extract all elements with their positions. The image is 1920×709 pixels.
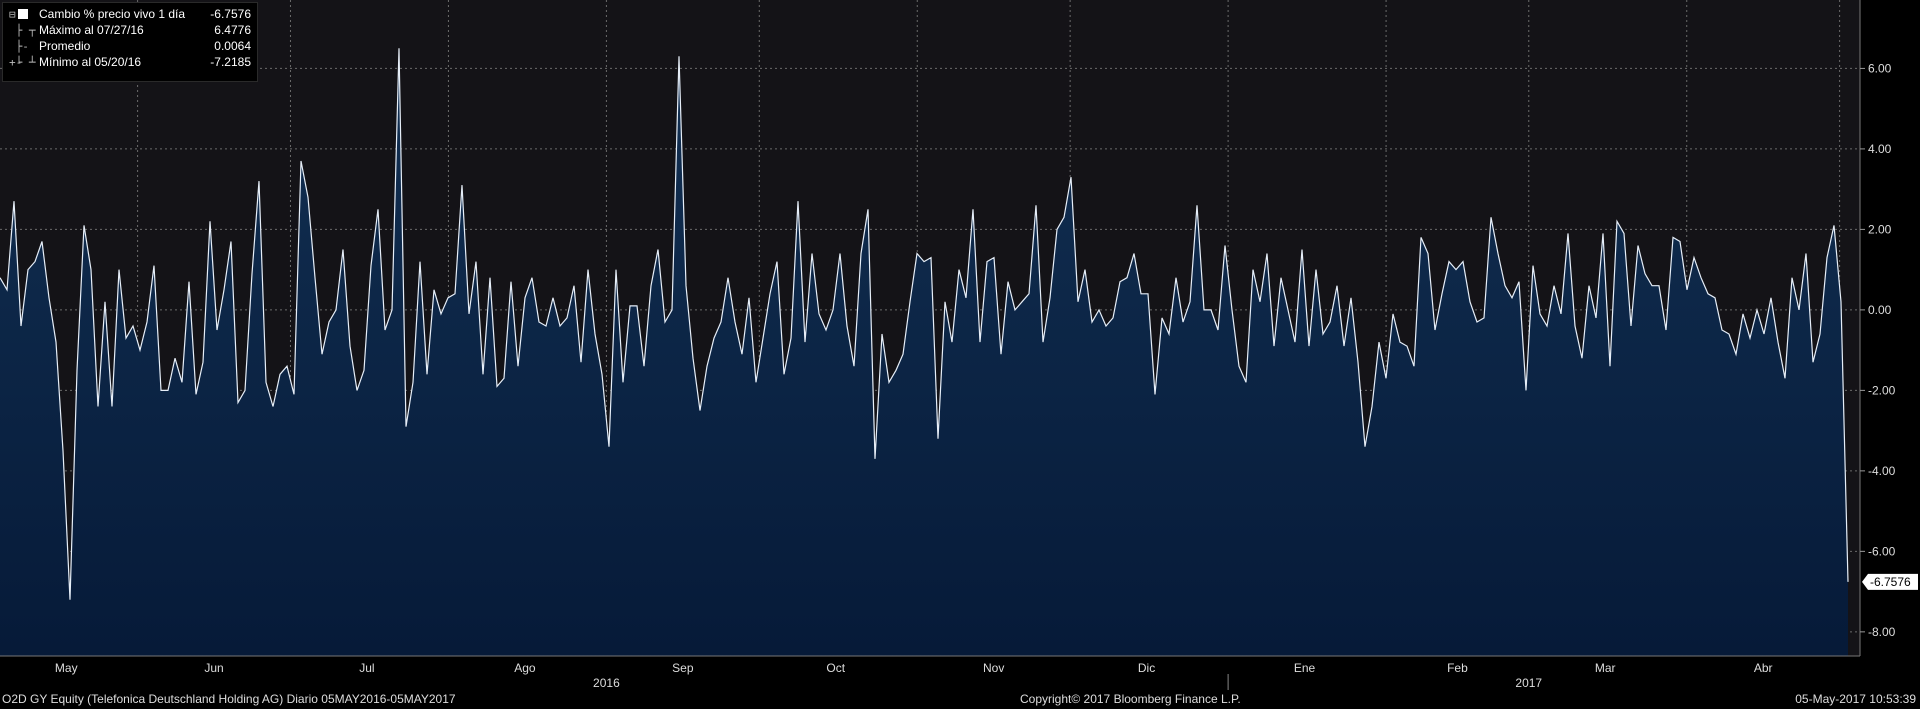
y-tick-label: -2.00 (1868, 383, 1896, 397)
y-tick-label: -8.00 (1868, 625, 1896, 639)
legend-box: ⊟ Cambio % precio vivo 1 día -6.7576 ├ ┬… (2, 2, 258, 82)
y-axis-labels: 6.00 4.00 2.00 0.00 -2.00 -4.00 -6.00 -8.00 (1860, 61, 1896, 639)
x-month-label: Dic (1138, 661, 1155, 675)
last-value-tag: -6.7576 (1862, 573, 1918, 590)
y-tick-label: -4.00 (1868, 464, 1896, 478)
legend-value: 6.4776 (214, 23, 251, 37)
max-marker-icon: ├ ┬ (9, 24, 36, 37)
legend-item-promedio: ├-+- Promedio 0.0064 (9, 39, 251, 69)
y-tick-label: 2.00 (1868, 222, 1892, 236)
legend-value: 0.0064 (214, 39, 251, 53)
x-month-label: Ago (514, 661, 536, 675)
legend-label: Máximo al 07/27/16 (39, 23, 144, 37)
footer-security-info: O2D GY Equity (Telefonica Deutschland Ho… (2, 692, 456, 706)
legend-item-cambio: ⊟ Cambio % precio vivo 1 día -6.7576 (9, 7, 251, 23)
last-value-tag-label: -6.7576 (1870, 575, 1911, 589)
x-month-label: Ene (1294, 661, 1316, 675)
x-month-label: Nov (983, 661, 1004, 675)
x-month-label: Jun (204, 661, 223, 675)
legend-value: -6.7576 (210, 7, 251, 21)
x-month-label: Oct (826, 661, 845, 675)
last-value-tag-bg (1862, 573, 1918, 590)
footer-timestamp: 05-May-2017 10:53:39 (1795, 692, 1916, 706)
y-tick-label: 6.00 (1868, 61, 1892, 75)
y-tick-label: -6.00 (1868, 544, 1896, 558)
collapse-square-icon[interactable]: ⊟ (9, 7, 37, 23)
legend-label: Mínimo al 05/20/16 (39, 55, 142, 69)
x-year-label: 2017 (1515, 676, 1542, 690)
legend-label: Cambio % precio vivo 1 día (39, 7, 186, 21)
x-month-label: Abr (1754, 661, 1773, 675)
x-axis-labels: May Jun Jul Ago Sep Oct Nov Dic Ene Feb Mar Abr 2016… (55, 661, 1773, 690)
x-month-label: May (55, 661, 78, 675)
x-month-label: Feb (1447, 661, 1468, 675)
y-tick-label: 0.00 (1868, 303, 1892, 317)
x-year-label: 2016 (593, 676, 620, 690)
legend-value: -7.2185 (210, 55, 251, 69)
min-marker-icon: └ ┴ (9, 56, 36, 69)
legend-label: Promedio (39, 39, 91, 53)
y-tick-label: 4.00 (1868, 142, 1892, 156)
data-line (0, 48, 1849, 600)
footer-copyright: Copyright© 2017 Bloomberg Finance L.P. (1020, 692, 1241, 706)
legend-item-minimo: └ ┴ Mínimo al 05/20/16 -7.2185 (9, 55, 251, 71)
legend-item-maximo: ├ ┬ Máximo al 07/27/16 6.4776 (9, 23, 251, 39)
x-month-label: Mar (1595, 661, 1616, 675)
x-month-label: Sep (672, 661, 694, 675)
data-area (0, 48, 1848, 657)
x-month-label: Jul (359, 661, 374, 675)
average-marker-icon: ├-+- (9, 40, 29, 69)
